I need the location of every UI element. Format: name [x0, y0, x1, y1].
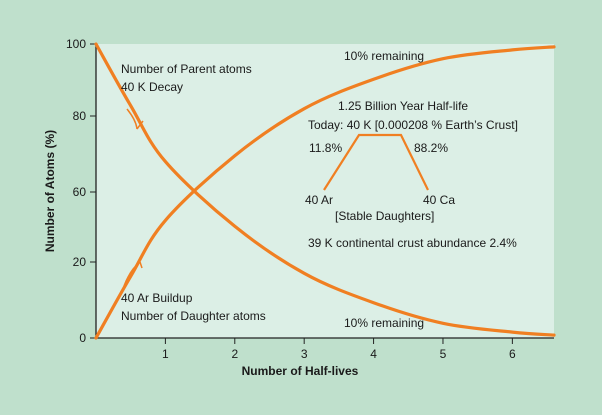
parent-callout-arrowhead: [136, 120, 144, 130]
daughter-atoms-curve: [94, 45, 556, 340]
y-tick-label: 100: [66, 37, 86, 51]
parent-label: Number of Parent atoms: [121, 62, 252, 76]
x-tick-label: 2: [231, 347, 238, 361]
daughter-buildup-label: 40 Ar Buildup: [121, 291, 193, 305]
x-tick-label: 6: [509, 347, 516, 361]
daughter-callout-arrowhead: [139, 261, 143, 269]
potassium-abundance-label: 39 K continental crust abundance 2.4%: [308, 236, 517, 250]
x-axis-title: Number of Half-lives: [242, 364, 359, 378]
calcium-product-label: 40 Ca: [423, 193, 455, 207]
y-tick-label: 0: [79, 331, 86, 345]
daughter-callout-arrow: [123, 261, 141, 287]
half-life-label: 1.25 Billion Year Half-life: [338, 99, 468, 113]
calcium-branch-percent: 88.2%: [414, 141, 448, 155]
x-tick-label: 5: [440, 347, 447, 361]
x-tick-label: 3: [301, 347, 308, 361]
parent-callout-arrow: [126, 108, 138, 130]
y-tick-label: 80: [73, 109, 87, 123]
stable-daughters-label: [Stable Daughters]: [335, 209, 434, 223]
bottom-remaining-label: 10% remaining: [344, 316, 424, 330]
y-axis-title: Number of Atoms (%): [43, 130, 57, 252]
decay-branch-lines: [323, 133, 429, 191]
x-tick-label: 1: [162, 347, 169, 361]
top-remaining-label: 10% remaining: [344, 49, 424, 63]
y-tick-label: 20: [73, 255, 87, 269]
argon-product-label: 40 Ar: [305, 193, 333, 207]
argon-branch-percent: 11.8%: [309, 141, 342, 155]
parent-decay-label: 40 K Decay: [121, 80, 183, 94]
x-tick-label: 4: [370, 347, 377, 361]
daughter-label: Number of Daughter atoms: [121, 309, 266, 323]
y-tick-label: 60: [73, 185, 87, 199]
today-abundance-label: Today: 40 K [0.000208 % Earth’s Crust]: [308, 118, 518, 132]
plot-area: [96, 44, 554, 338]
